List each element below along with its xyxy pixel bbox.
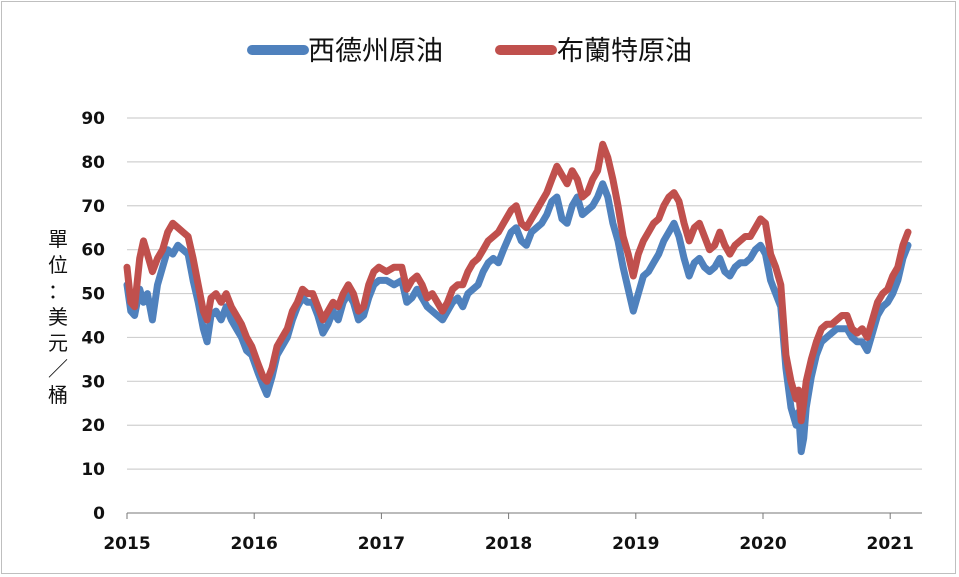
gridlines [127,117,922,470]
series-line-brent [123,140,912,425]
y-tick-label: 70 [81,197,105,217]
series-line-wti [123,180,912,456]
y-tick-label: 0 [93,504,105,524]
x-tick-label: 2021 [867,534,914,554]
series-layer [123,140,912,456]
legend-label-wti: 西德州原油 [308,36,443,67]
x-tick-label: 2020 [739,534,786,554]
legend: 西德州原油 布蘭特原油 [247,36,692,67]
x-tick-label: 2015 [103,534,150,554]
legend-item-brent: 布蘭特原油 [495,36,692,67]
legend-label-brent: 布蘭特原油 [557,36,692,67]
y-tick-label: 30 [81,372,105,392]
y-tick-label: 60 [81,241,105,261]
y-tick-label: 50 [81,285,105,305]
y-axis-label: 單位：美元／桶 [48,227,68,407]
y-tick-label: 40 [81,328,105,348]
x-tick-label: 2018 [485,534,532,554]
x-axis-ticks: 2015 2016 2017 2018 2019 2020 2021 [103,513,914,554]
x-tick-label: 2016 [231,534,278,554]
y-axis-ticks: 0 10 20 30 40 50 60 70 80 90 [81,109,105,524]
x-tick-label: 2017 [358,534,405,554]
y-tick-label: 20 [81,416,105,436]
y-tick-label: 80 [81,153,105,173]
x-tick-label: 2019 [612,534,659,554]
y-tick-label: 10 [81,460,105,480]
legend-item-wti: 西德州原油 [247,36,443,67]
y-tick-label: 90 [81,109,105,129]
